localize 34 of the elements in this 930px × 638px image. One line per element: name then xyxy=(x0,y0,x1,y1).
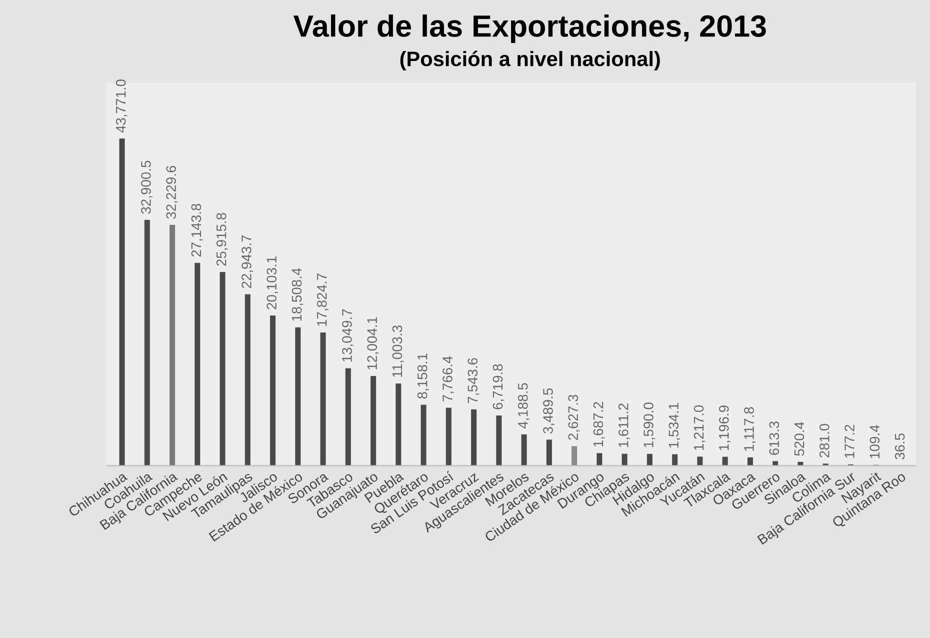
data-label: 109.4 xyxy=(870,425,880,458)
data-label: 3,489.5 xyxy=(543,388,555,434)
data-label: 2,627.3 xyxy=(568,394,580,440)
data-label: 43,771.0 xyxy=(116,79,128,133)
data-label: 7,543.6 xyxy=(468,358,480,404)
data-label: 18,508.4 xyxy=(292,268,304,321)
chart-title: Valor de las Exportaciones, 2013 xyxy=(293,14,766,43)
data-label: 27,143.8 xyxy=(191,204,203,257)
data-label: 20,103.1 xyxy=(266,256,278,310)
data-label: 22,943.7 xyxy=(242,235,254,288)
data-label: 613.3 xyxy=(769,421,780,455)
data-label: 12,004.1 xyxy=(367,317,379,370)
data-label: 4,188.5 xyxy=(518,383,530,429)
data-label: 1,687.2 xyxy=(593,402,605,447)
data-label: 17,824.7 xyxy=(316,274,328,326)
data-label: 1,590.0 xyxy=(644,402,656,448)
data-label: 32,900.5 xyxy=(141,160,153,214)
data-label: 1,611.2 xyxy=(618,404,630,448)
data-label: 11,003.3 xyxy=(392,326,404,377)
data-label: 1,117.8 xyxy=(744,407,756,451)
data-label: 281.0 xyxy=(819,424,830,458)
data-label: 6,719.8 xyxy=(492,364,504,410)
data-label: 13,049.7 xyxy=(342,309,354,362)
data-label: 8,158.1 xyxy=(417,354,429,399)
data-label: 520.4 xyxy=(794,422,804,456)
data-label: 1,196.9 xyxy=(718,406,730,450)
data-label: 1,534.1 xyxy=(668,403,680,448)
data-label: 32,229.6 xyxy=(166,166,178,219)
chart-subtitle: (Posición a nivel nacional) xyxy=(400,50,660,70)
data-label: 25,915.8 xyxy=(216,213,228,266)
data-label: 177.2 xyxy=(844,424,854,458)
data-label: 36.5 xyxy=(894,433,905,460)
data-label: 7,766.4 xyxy=(442,356,454,402)
data-label: 1,217.0 xyxy=(694,405,706,450)
